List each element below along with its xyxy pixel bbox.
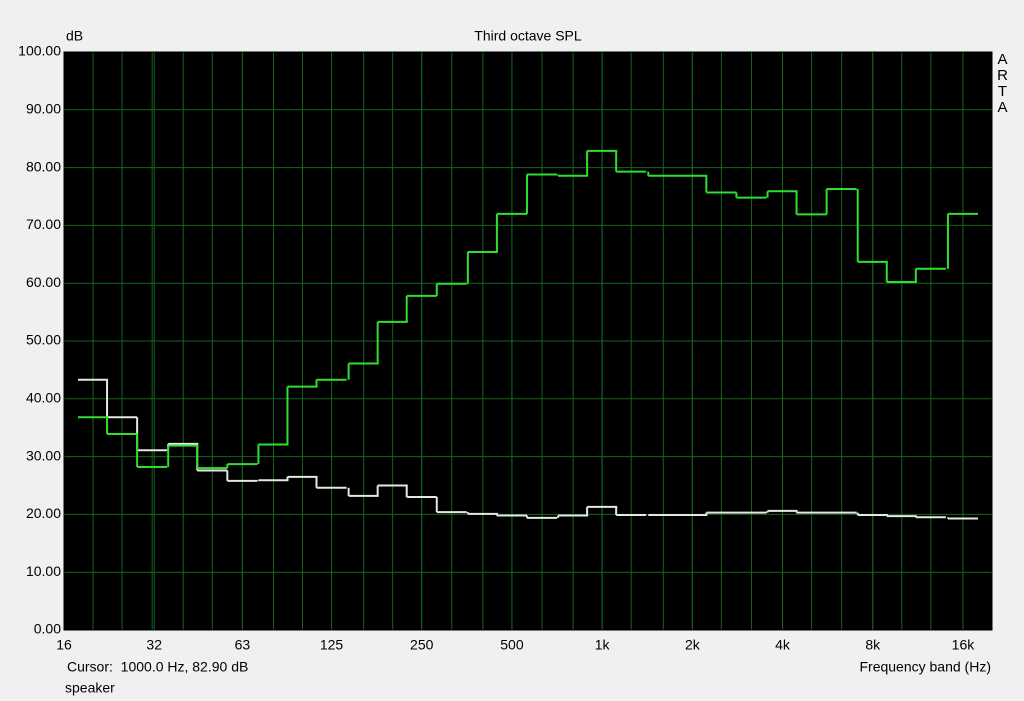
y-axis-label: dB — [66, 28, 83, 44]
y-tick-label: 40.00 — [26, 390, 61, 406]
x-tick-label: 16k — [952, 637, 976, 653]
x-tick-label: 63 — [235, 637, 251, 653]
x-tick-label: 16 — [56, 637, 72, 653]
y-tick-label: 90.00 — [26, 101, 61, 117]
chart-title: Third octave SPL — [474, 28, 582, 44]
x-axis-label: Frequency band (Hz) — [859, 659, 991, 675]
plot-border — [63, 51, 993, 631]
x-tick-label: 32 — [146, 637, 162, 653]
x-tick-label: 125 — [320, 637, 344, 653]
y-tick-label: 10.00 — [26, 563, 61, 579]
x-tick-label: 1k — [595, 637, 611, 653]
x-tick-label: 4k — [775, 637, 791, 653]
y-tick-label: 0.00 — [34, 621, 61, 637]
x-tick-label: 500 — [500, 637, 524, 653]
y-tick-label: 50.00 — [26, 332, 61, 348]
y-tick-label: 80.00 — [26, 158, 61, 174]
measurement-name: speaker — [65, 680, 115, 696]
watermark: ARTA — [997, 51, 1008, 116]
x-tick-label: 8k — [865, 637, 881, 653]
y-tick-label: 60.00 — [26, 274, 61, 290]
cursor-readout: Cursor: 1000.0 Hz, 82.90 dB — [67, 659, 248, 675]
x-tick-label: 2k — [685, 637, 701, 653]
x-tick-label: 250 — [410, 637, 434, 653]
y-tick-label: 100.00 — [18, 43, 61, 59]
y-tick-label: 20.00 — [26, 505, 61, 521]
y-tick-label: 30.00 — [26, 447, 61, 463]
y-tick-label: 70.00 — [26, 216, 61, 232]
